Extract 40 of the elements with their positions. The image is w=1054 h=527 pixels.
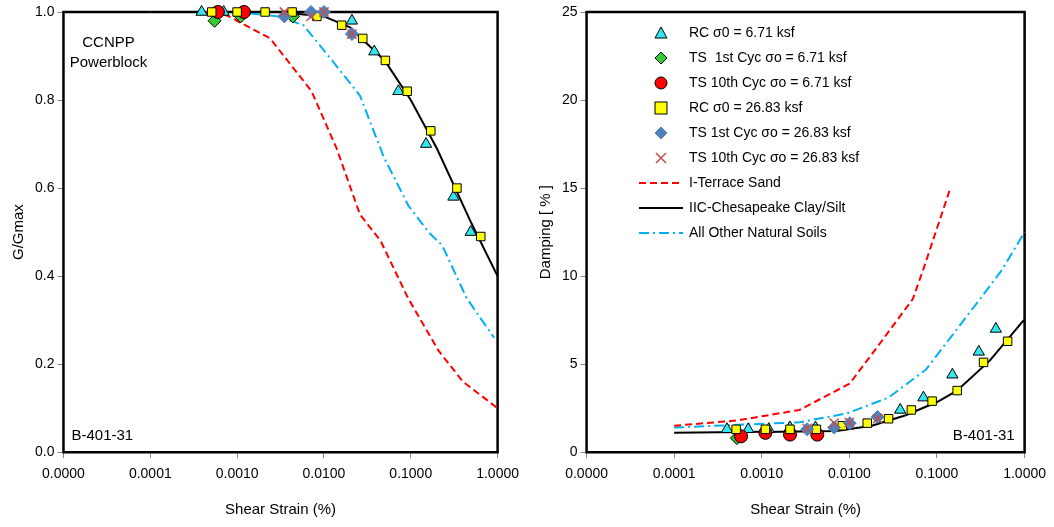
y-tick-label: 15: [561, 178, 578, 195]
legend-label: RC σ0 = 26.83 ksf: [689, 98, 803, 117]
legend-label: RC σ0 = 6.71 ksf: [689, 23, 795, 42]
x-tick-label: 1.0000: [476, 465, 520, 482]
y-tick-label: 10: [561, 266, 578, 283]
x-tick-label: 0.0000: [42, 465, 86, 482]
legend-label: TS 1st Cyc σo = 6.71 ksf: [689, 48, 847, 67]
y-tick-label: 0.6: [34, 178, 55, 195]
y-tick-label: 0.8: [34, 90, 55, 107]
x-tick-label: 0.0010: [740, 465, 784, 482]
x-tick-label: 1.0000: [1003, 465, 1047, 482]
x-tick-label: 0.0001: [128, 465, 172, 482]
x-tick-label: 0.0001: [652, 465, 696, 482]
y-tick-label: 0.4: [34, 266, 55, 283]
legend-label: TS 10th Cyc σo = 6.71 ksf: [689, 73, 852, 92]
x-tick-label: 0.1000: [915, 465, 959, 482]
y-tick-label: 1.0: [34, 2, 55, 19]
y-tick-label: 0.0: [34, 443, 55, 460]
x-axis-title: Shear Strain (%): [225, 500, 336, 518]
x-tick-label: 0.0100: [827, 465, 871, 482]
legend-label: I-Terrace Sand: [689, 173, 781, 192]
y-tick-label: 0: [569, 443, 578, 460]
y-tick-label: 20: [561, 90, 578, 107]
x-tick-label: 0.0100: [302, 465, 346, 482]
annotation: CCNPP Powerblock: [69, 33, 148, 70]
legend-label: TS 1st Cyc σo = 26.83 ksf: [689, 123, 851, 142]
annotation: B-401-31: [71, 426, 134, 444]
annotation: B-401-31: [952, 426, 1015, 444]
y-axis-title: Damping [ % ]: [536, 184, 554, 280]
y-tick-label: 25: [561, 2, 578, 19]
y-tick-label: 5: [569, 355, 578, 372]
x-tick-label: 0.0000: [565, 465, 609, 482]
x-tick-label: 0.1000: [389, 465, 433, 482]
legend-label: IIC-Chesapeake Clay/Silt: [689, 198, 846, 217]
y-axis-title: G/Gmax: [9, 203, 27, 261]
x-tick-label: 0.0010: [215, 465, 259, 482]
x-axis-title: Shear Strain (%): [750, 500, 862, 518]
legend-label: All Other Natural Soils: [689, 223, 827, 242]
legend-label: TS 10th Cyc σo = 26.83 ksf: [689, 148, 860, 167]
y-tick-label: 0.2: [34, 355, 55, 372]
